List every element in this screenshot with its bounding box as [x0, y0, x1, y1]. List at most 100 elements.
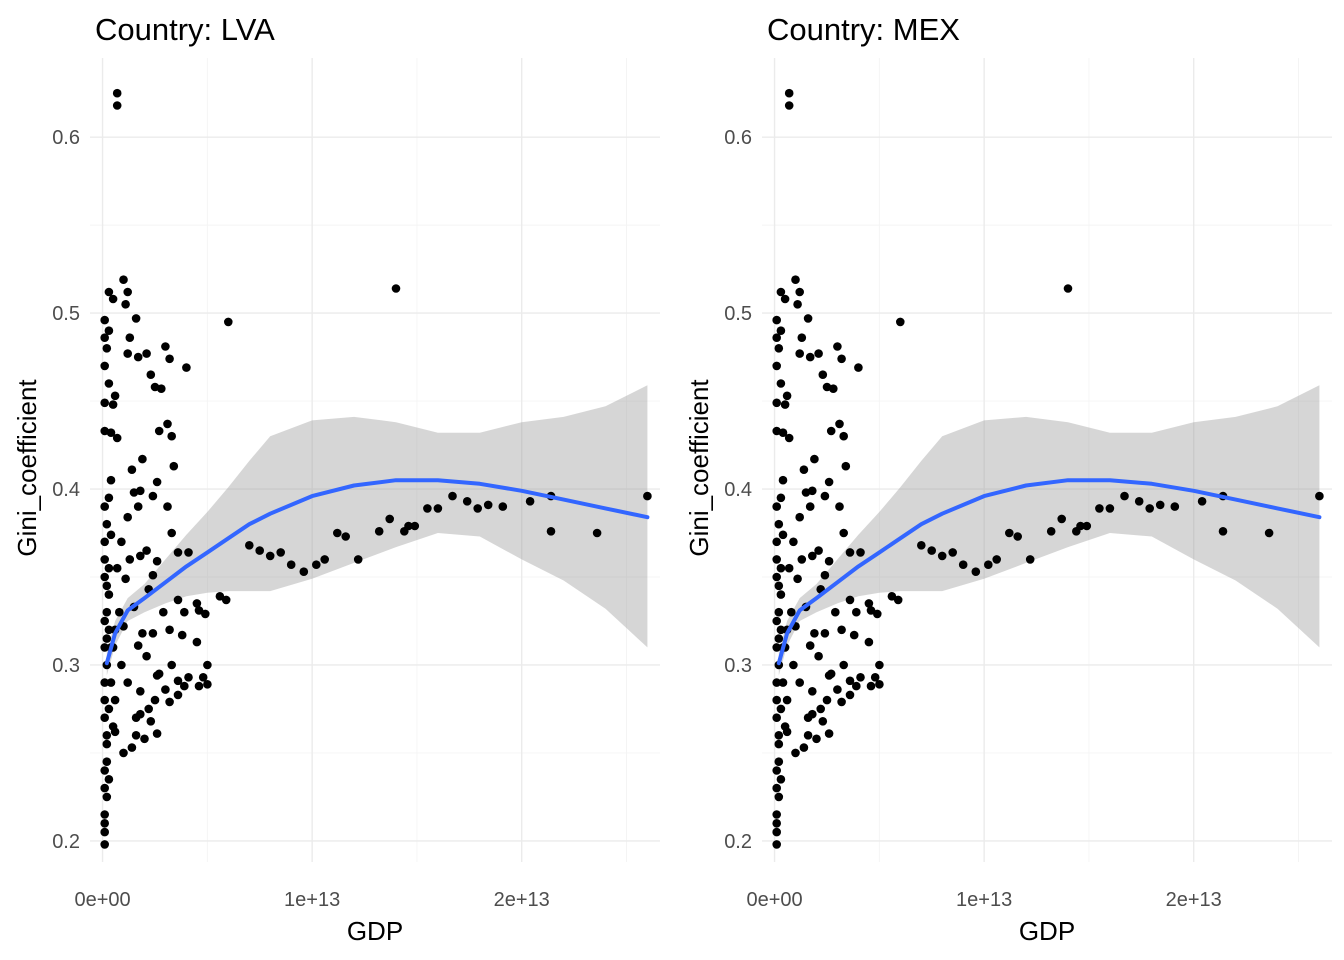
- data-point: [163, 502, 172, 511]
- data-point: [100, 361, 109, 371]
- data-point: [152, 477, 162, 487]
- data-point: [826, 426, 836, 436]
- data-point: [810, 454, 819, 464]
- y-tick-labels: 0.2 0.3 0.4 0.5 0.6: [52, 127, 80, 853]
- data-point: [797, 555, 807, 564]
- data-point: [780, 722, 790, 731]
- data-point: [820, 491, 830, 501]
- data-point: [173, 595, 183, 605]
- data-point: [353, 555, 363, 564]
- data-point: [797, 333, 807, 343]
- data-point: [772, 361, 781, 371]
- data-point: [125, 333, 135, 343]
- data-point: [136, 551, 145, 561]
- data-point: [142, 651, 151, 661]
- data-point: [498, 502, 508, 511]
- data-point: [774, 739, 784, 749]
- data-point: [772, 616, 781, 626]
- data-point: [129, 488, 139, 497]
- x-tick-labels: 0e+00 1e+13 2e+13: [746, 889, 1221, 911]
- data-point: [776, 704, 786, 714]
- data-point: [808, 687, 817, 696]
- data-point: [799, 743, 809, 752]
- data-point: [117, 537, 126, 547]
- data-point: [167, 660, 176, 670]
- data-point: [805, 352, 815, 362]
- data-point: [826, 669, 836, 679]
- data-point: [845, 676, 855, 686]
- data-point: [161, 685, 170, 694]
- data-point: [875, 680, 884, 689]
- y-tick-label: 0.4: [724, 479, 752, 501]
- data-point: [144, 704, 153, 714]
- data-point: [795, 512, 804, 522]
- data-point: [958, 560, 968, 569]
- data-point: [870, 673, 880, 682]
- data-point: [169, 461, 179, 471]
- data-point: [772, 840, 781, 849]
- data-point: [203, 660, 212, 670]
- data-point: [100, 643, 109, 652]
- data-point: [1082, 521, 1092, 531]
- data-point: [864, 599, 874, 608]
- data-point: [833, 342, 842, 351]
- data-point: [592, 528, 602, 538]
- data-point: [782, 391, 792, 401]
- data-point: [791, 748, 800, 758]
- panel-lva: Country: LVA 0.2 0.3 0.4 0.5 0.6 0e+00 1e+13 2…: [12, 12, 660, 946]
- data-point: [822, 695, 832, 705]
- data-point: [839, 660, 848, 670]
- data-point: [845, 548, 855, 557]
- data-point: [845, 595, 855, 605]
- data-point: [772, 695, 781, 705]
- smooth-line: [776, 478, 1322, 666]
- data-point: [789, 537, 798, 547]
- data-point: [119, 748, 128, 758]
- data-point: [146, 717, 156, 726]
- smooth-line: [104, 478, 650, 666]
- grid: [762, 58, 1332, 862]
- data-point: [774, 757, 784, 766]
- data-point: [198, 673, 208, 682]
- data-point: [123, 512, 132, 522]
- data-point: [852, 607, 861, 617]
- x-tick-label: 1e+13: [956, 889, 1012, 911]
- data-point: [121, 574, 130, 584]
- data-point: [1134, 497, 1144, 506]
- data-point: [385, 514, 395, 524]
- x-tick-label: 0e+00: [74, 889, 130, 911]
- data-point: [121, 300, 130, 309]
- data-point: [224, 317, 233, 327]
- data-point: [795, 678, 804, 687]
- data-point: [1046, 527, 1056, 536]
- data-point: [142, 349, 151, 358]
- data-point: [787, 607, 796, 617]
- data-point: [201, 609, 210, 619]
- data-point: [108, 400, 118, 409]
- data-point: [100, 333, 109, 343]
- data-point: [772, 398, 781, 408]
- x-tick-label: 0e+00: [746, 889, 802, 911]
- panel-mex: Country: MEX 0.2 0.3 0.4 0.5 0.6 0e+00 1e+13 2…: [684, 12, 1332, 946]
- data-point: [102, 739, 112, 749]
- data-point: [341, 532, 351, 541]
- data-point: [835, 419, 844, 429]
- data-point: [841, 461, 851, 471]
- y-axis-title: Gini_coefficient: [684, 379, 714, 557]
- data-point: [102, 757, 112, 766]
- data-point: [112, 563, 122, 573]
- data-point: [776, 287, 786, 297]
- data-point: [167, 528, 176, 538]
- data-point: [795, 349, 804, 358]
- grid: [90, 58, 660, 862]
- data-point: [391, 284, 401, 293]
- data-point: [839, 431, 848, 441]
- data-point: [805, 641, 815, 650]
- data-point: [112, 88, 122, 98]
- data-point: [776, 379, 786, 388]
- data-point: [108, 722, 118, 731]
- data-point: [778, 475, 788, 485]
- data-point: [150, 695, 160, 705]
- data-point: [102, 607, 112, 617]
